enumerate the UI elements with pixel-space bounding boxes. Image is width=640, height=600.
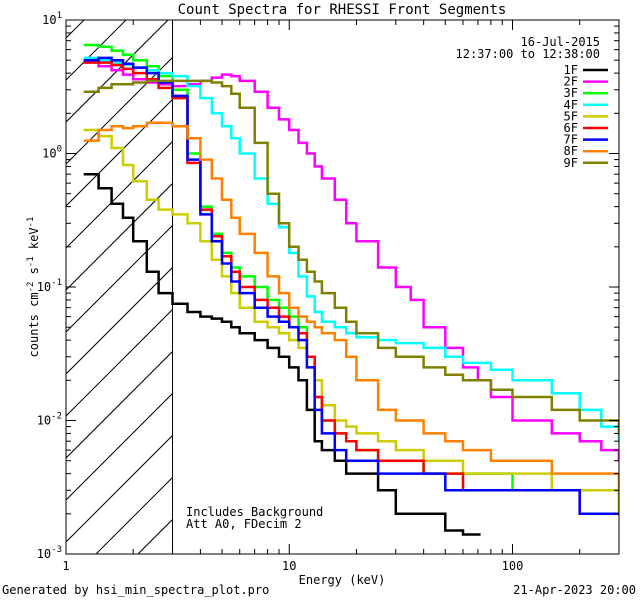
- generated-by-label: Generated by hsi_min_spectra_plot.pro: [2, 583, 269, 597]
- series-line-7F: [83, 56, 619, 516]
- series-lines: [83, 43, 619, 536]
- series-line-9F: [83, 79, 619, 435]
- legend-label-1F: 1F: [564, 63, 578, 77]
- legend-label-3F: 3F: [564, 86, 578, 100]
- timestamp-label: 21-Apr-2023 20:00: [513, 583, 636, 597]
- y-tick-label: 10-2: [37, 412, 62, 428]
- legend-label-5F: 5F: [564, 109, 578, 123]
- ylabel-part-2: s: [27, 267, 41, 281]
- ylabel-part-5: -1: [26, 217, 36, 228]
- axis-ticks: 1 10 100 10-3 10-2 10-1 100 101: [37, 11, 620, 573]
- ylabel-part-0: counts cm: [27, 292, 41, 357]
- hatch-line: [66, 56, 173, 165]
- x-tick-label: 1: [62, 559, 69, 573]
- annotation-background: Includes Background: [186, 505, 323, 519]
- legend-label-2F: 2F: [564, 75, 578, 89]
- series-line-1F: [83, 172, 481, 536]
- series-line-8F: [83, 121, 619, 492]
- ylabel-part-4: keV: [27, 227, 41, 256]
- y-tick-label: 10-1: [37, 278, 62, 294]
- hatch-line: [66, 182, 173, 291]
- series-line-5F: [83, 128, 619, 516]
- ylabel-part-3: -1: [26, 256, 36, 267]
- time-range-label: 12:37:00 to 12:38:00: [456, 47, 601, 61]
- legend-label-4F: 4F: [564, 98, 578, 112]
- legend-label-7F: 7F: [564, 133, 578, 147]
- hatch-line: [66, 434, 173, 543]
- hatch-line: [66, 266, 173, 375]
- hatch-line: [66, 392, 173, 501]
- y-tick-label: 101: [42, 11, 62, 27]
- hatch-line: [66, 224, 173, 333]
- x-tick-label: 100: [502, 559, 524, 573]
- svg-text:counts cm-2 s-1 keV-1: counts cm-2 s-1 keV-1: [26, 217, 41, 358]
- ylabel-part-1: -2: [26, 282, 36, 293]
- date-label: 16-Jul-2015: [521, 35, 600, 49]
- x-tick-label: 10: [282, 559, 296, 573]
- legend-label-8F: 8F: [564, 144, 578, 158]
- legend-label-6F: 6F: [564, 121, 578, 135]
- x-axis-label: Energy (keV): [299, 573, 386, 587]
- chart-title: Count Spectra for RHESSI Front Segments: [178, 2, 507, 18]
- legend-label-9F: 9F: [564, 156, 578, 170]
- y-tick-label: 100: [42, 145, 62, 161]
- y-axis-label: counts cm-2 s-1 keV-1: [26, 217, 41, 358]
- y-tick-label: 10-3: [37, 545, 62, 561]
- annotation-attenuator: Att A0, FDecim 2: [186, 517, 302, 531]
